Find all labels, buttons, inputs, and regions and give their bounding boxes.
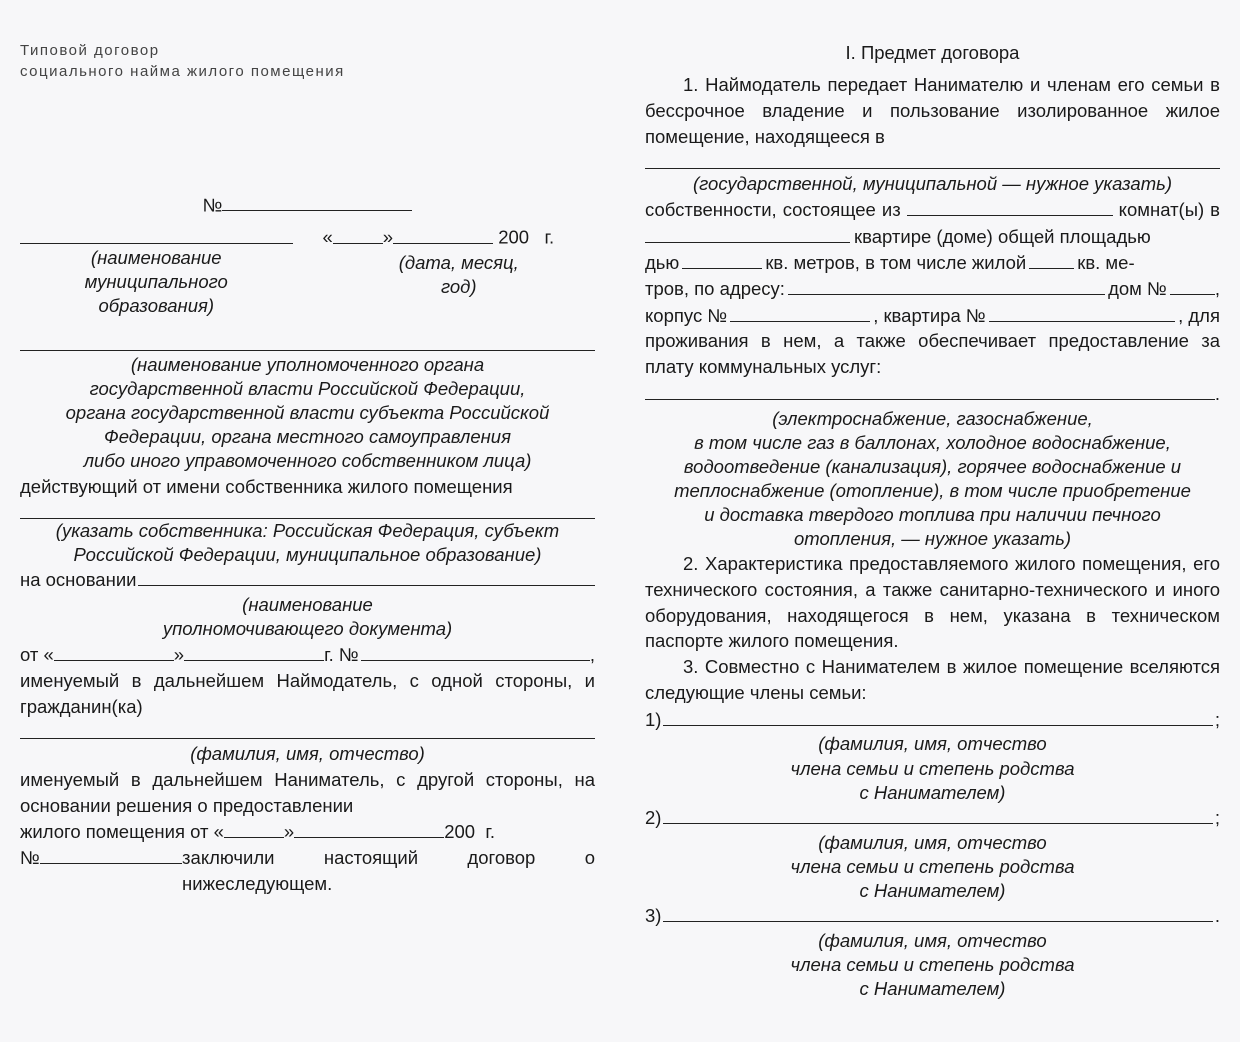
authority-blank bbox=[20, 332, 595, 351]
family-blank-2 bbox=[663, 805, 1212, 824]
date-block: «» 200 г. (дата, месяц, год) bbox=[323, 224, 596, 318]
p1-b: собственности, состоящее из комнат(ы) в bbox=[645, 197, 1220, 223]
basis-blank bbox=[138, 567, 595, 586]
utilities-blank bbox=[645, 380, 1215, 399]
p1-c1: квартире (доме) общей площадью bbox=[645, 223, 1220, 249]
p3: 3. Совместно с Нанимателем в жилое помещ… bbox=[645, 654, 1220, 706]
p1-c2: дью кв. метров, в том числе жилой кв. ме… bbox=[645, 250, 1220, 276]
from-row: от « » г. № , bbox=[20, 641, 595, 667]
contract-num-row: № заключили настоящий договор о нижеслед… bbox=[20, 845, 595, 897]
owner-hint: (указать собственника: Российская Федера… bbox=[20, 519, 595, 567]
family-row-1: 1) ; bbox=[645, 706, 1220, 732]
family-blank-1 bbox=[663, 706, 1212, 725]
right-column: I. Предмет договора 1. Наймодатель перед… bbox=[645, 40, 1220, 1002]
named-tenant: именуемый в дальнейшем Наниматель, с дру… bbox=[20, 767, 595, 819]
municipality-block: (наименование муниципального образования… bbox=[20, 224, 293, 318]
day-blank bbox=[333, 224, 383, 243]
family-num-3: 3) bbox=[645, 903, 661, 929]
named-landlord: именуемый в дальнейшем Наймодатель, с од… bbox=[20, 668, 595, 720]
corp-blank bbox=[730, 302, 870, 321]
rooms-blank bbox=[907, 197, 1113, 216]
flat-type-blank bbox=[645, 223, 850, 242]
family-row-2: 2) ; bbox=[645, 805, 1220, 831]
family-hint-2: (фамилия, имя, отчество члена семьи и ст… bbox=[645, 831, 1220, 903]
family-num-2: 2) bbox=[645, 805, 661, 831]
acting-row: действующий от имени собственника жилого… bbox=[20, 474, 595, 519]
p1-c3: тров, по адресу: дом № , bbox=[645, 276, 1220, 302]
area-blank bbox=[682, 250, 762, 269]
doc-title-line1: Типовой договор bbox=[20, 40, 595, 61]
doc-title-line2: социального найма жилого помещения bbox=[20, 61, 595, 82]
municipality-date-row: (наименование муниципального образования… bbox=[20, 224, 595, 318]
family-num-1: 1) bbox=[645, 707, 661, 733]
municipality-hint: (наименование муниципального образования… bbox=[20, 246, 293, 318]
address-blank bbox=[788, 276, 1105, 295]
utilities-hint: (электроснабжение, газоснабжение, в том … bbox=[645, 407, 1220, 551]
family-hint-1: (фамилия, имя, отчество члена семьи и ст… bbox=[645, 732, 1220, 804]
citizen-blank bbox=[20, 719, 595, 738]
municipality-blank bbox=[20, 224, 293, 243]
premises-month-blank bbox=[294, 819, 444, 838]
p2: 2. Характеристика предоставляемого жилог… bbox=[645, 551, 1220, 655]
location-blank bbox=[645, 150, 1220, 169]
acting-blank bbox=[20, 499, 595, 518]
doc-title: Типовой договор социального найма жилого… bbox=[20, 40, 595, 82]
doc-hint: (наименование уполномочивающего документ… bbox=[20, 593, 595, 641]
family-row-3: 3) . bbox=[645, 903, 1220, 929]
contract-number-row: № bbox=[20, 192, 595, 218]
basis-row: на основании bbox=[20, 567, 595, 593]
premises-from-row: жилого помещения от « » 200 г. bbox=[20, 819, 595, 845]
premises-day-blank bbox=[224, 819, 284, 838]
utilities-line: . bbox=[645, 380, 1220, 406]
section-title: I. Предмет договора bbox=[645, 40, 1220, 66]
family-blank-3 bbox=[663, 903, 1212, 922]
num-blank bbox=[222, 192, 412, 211]
from-month-blank bbox=[184, 641, 324, 660]
p1-c5: проживания в нем, а также обеспечивает п… bbox=[645, 328, 1220, 380]
from-num-blank bbox=[361, 641, 590, 660]
contract-num-blank bbox=[40, 845, 182, 864]
living-area-blank bbox=[1029, 250, 1074, 269]
date-hint: (дата, месяц, год) bbox=[323, 251, 596, 299]
house-blank bbox=[1170, 276, 1215, 295]
p1-c4: корпус № , квартира № , для bbox=[645, 302, 1220, 328]
left-column: Типовой договор социального найма жилого… bbox=[20, 40, 595, 1002]
num-label: № bbox=[203, 194, 223, 215]
family-hint-3: (фамилия, имя, отчество члена семьи и ст… bbox=[645, 929, 1220, 1001]
authority-hint: (наименование уполномоченного органа гос… bbox=[20, 353, 595, 473]
p1-a: 1. Наймодатель передает Нанимателю и чле… bbox=[645, 72, 1220, 150]
ownership-hint: (государственной, муниципальной — нужное… bbox=[645, 171, 1220, 197]
month-blank bbox=[393, 224, 493, 243]
from-day-blank bbox=[54, 641, 174, 660]
fio-hint: (фамилия, имя, отчество) bbox=[20, 741, 595, 767]
flat-blank bbox=[989, 302, 1175, 321]
date-line: «» 200 г. bbox=[323, 224, 596, 250]
